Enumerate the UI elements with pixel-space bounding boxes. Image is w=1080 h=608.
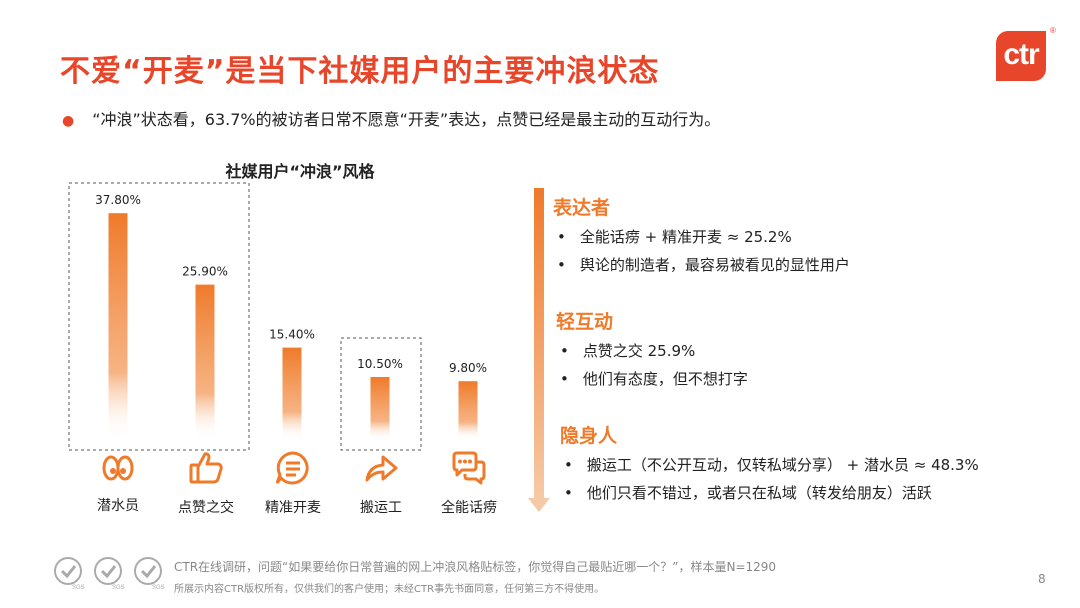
bar-value-label-0: 37.80% [95, 193, 141, 207]
bullet-item: • 搬运工（不公开互动，仅转私域分享） + 潜水员 ≈ 48.3% [564, 456, 979, 474]
svg-text:SGS: SGS [72, 585, 85, 591]
chat-bubbles-icon [449, 448, 489, 488]
registered-mark: ® [1050, 26, 1056, 35]
bar-value-label-3: 10.50% [357, 357, 403, 371]
bar-value-label-2: 15.40% [269, 328, 315, 342]
category-label-porter: 搬运工 [360, 500, 402, 516]
ctr-logo: ctr [996, 31, 1046, 81]
svg-text:SGS: SGS [112, 585, 125, 591]
category-label-liker: 点赞之交 [178, 500, 234, 516]
bullet-item: • 全能话痨 + 精准开麦 ≈ 25.2% [557, 228, 792, 246]
bar-1 [195, 284, 215, 440]
group-box-hidden-primary [68, 182, 250, 451]
forward-arrow-icon [361, 448, 401, 488]
bar-value-label-4: 9.80% [449, 361, 487, 375]
bar-value-label-1: 25.90% [182, 265, 228, 279]
thumbs-up-icon [186, 448, 226, 488]
page-title: 不爱“开麦”是当下社媒用户的主要冲浪状态 [60, 54, 660, 89]
chart-title: 社媒用户“冲浪”风格 [225, 162, 375, 181]
copyright-note: 所展示内容CTR版权所有，仅供我们的客户使用；未经CTR事先书面同意，任何第三方… [174, 584, 605, 595]
section-title-expressers: 表达者 [553, 197, 611, 219]
speech-bubble-icon [273, 448, 313, 488]
bar-0 [108, 213, 128, 440]
certification-badges: SGS SGS SGS [54, 557, 165, 591]
category-label-precise-speaker: 精准开麦 [265, 500, 321, 516]
section-title-light-interaction: 轻互动 [556, 311, 614, 333]
category-label-talker: 全能话痨 [441, 500, 497, 516]
bar-2 [282, 347, 302, 440]
gradient-down-arrow-icon [528, 188, 550, 512]
bullet-item: • 点赞之交 25.9% [560, 342, 696, 360]
page-number: 8 [1038, 572, 1046, 586]
category-label-diver: 潜水员 [97, 498, 139, 514]
bullet-item: • 舆论的制造者，最容易被看见的显性用户 [557, 256, 850, 274]
svg-text:SGS: SGS [152, 585, 165, 591]
eyes-icon [98, 448, 138, 488]
source-note: CTR在线调研，问题“如果要给你日常普遍的网上冲浪风格贴标签，你觉得自己最贴近哪… [174, 560, 777, 574]
subtitle: ● “冲浪”状态看，63.7%的被访者日常不愿意“开麦”表达，点赞已经是最主动的互… [62, 106, 720, 130]
bullet-item: • 他们只看不错过，或者只在私域（转发给朋友）活跃 [564, 484, 932, 502]
bar-3 [370, 377, 390, 440]
bullet-dot-icon: ● [62, 113, 75, 129]
bar-chart: 37.80% 25.90% 15.40% 10.50% 9.80% [68, 182, 487, 451]
subtitle-text: “冲浪”状态看，63.7%的被访者日常不愿意“开麦”表达，点赞已经是最主动的互动… [92, 110, 721, 129]
section-title-invisible: 隐身人 [560, 425, 618, 447]
bullet-item: • 他们有态度，但不想打字 [560, 370, 748, 388]
bar-4 [458, 381, 478, 440]
